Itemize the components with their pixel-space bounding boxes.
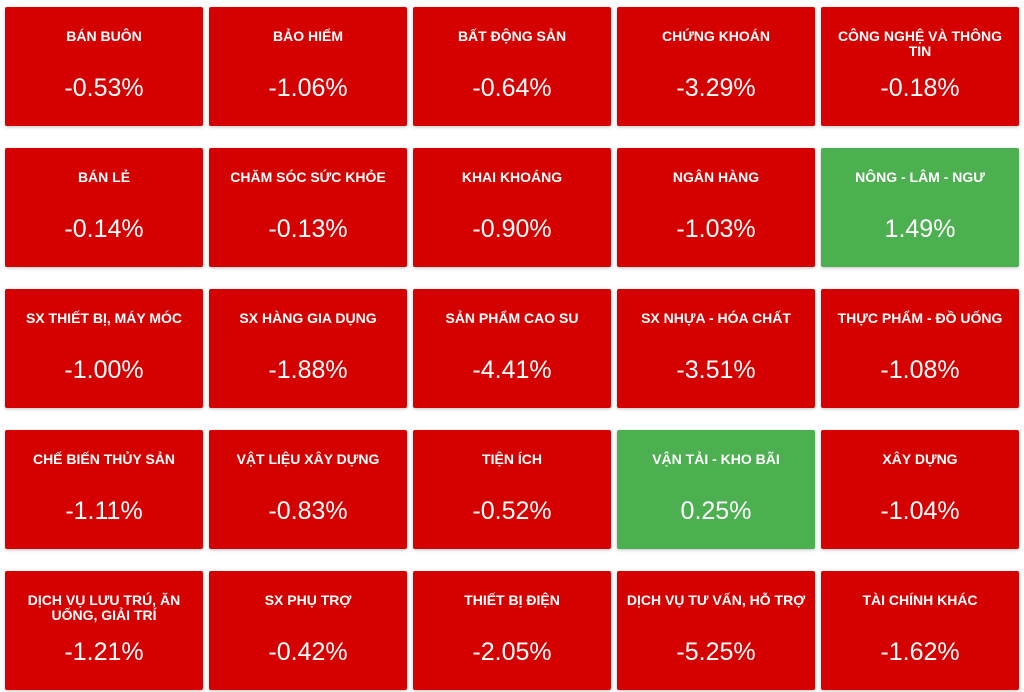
sector-change: -3.29% (676, 74, 756, 102)
sector-change: -3.51% (676, 356, 756, 384)
sector-name: SX THIẾT BỊ, MÁY MÓC (25, 310, 183, 326)
sector-change: -0.14% (64, 215, 144, 243)
sector-tile-ban-buon[interactable]: BÁN BUÔN -0.53% (5, 7, 203, 126)
sector-name: DỊCH VỤ LƯU TRÚ, ĂN UỐNG, GIẢI TRÍ (27, 592, 181, 623)
sector-tile-cham-soc-suc-khoe[interactable]: CHĂM SÓC SỨC KHỎE -0.13% (209, 148, 407, 267)
sector-name: TÀI CHÍNH KHÁC (862, 592, 978, 608)
sector-change: -0.83% (268, 497, 348, 525)
sector-name: THỰC PHẨM - ĐỒ UỐNG (837, 310, 1003, 326)
sector-tile-dich-vu-tu-van[interactable]: DỊCH VỤ TƯ VẤN, HỖ TRỢ -5.25% (617, 571, 815, 690)
sector-change: -0.53% (64, 74, 144, 102)
sector-name: CHĂM SÓC SỨC KHỎE (230, 169, 386, 185)
sector-change: -0.13% (268, 215, 348, 243)
sector-name: NGÂN HÀNG (672, 169, 760, 185)
sector-change: 1.49% (884, 215, 956, 243)
sector-tile-che-bien-thuy-san[interactable]: CHẾ BIẾN THỦY SẢN -1.11% (5, 430, 203, 549)
sector-change: -1.03% (676, 215, 756, 243)
sector-tile-sx-hang-gia-dung[interactable]: SX HÀNG GIA DỤNG -1.88% (209, 289, 407, 408)
sector-name: BÁN BUÔN (66, 28, 142, 44)
sector-name: SX HÀNG GIA DỤNG (239, 310, 377, 326)
sector-tile-sx-phu-tro[interactable]: SX PHỤ TRỢ -0.42% (209, 571, 407, 690)
sector-name: SX PHỤ TRỢ (264, 592, 352, 608)
sector-tile-chung-khoan[interactable]: CHỨNG KHOÁN -3.29% (617, 7, 815, 126)
sector-tile-thuc-pham-do-uong[interactable]: THỰC PHẨM - ĐỒ UỐNG -1.08% (821, 289, 1019, 408)
sector-change: -5.25% (676, 638, 756, 666)
sector-name: SX NHỰA - HÓA CHẤT (641, 310, 791, 326)
sector-name: KHAI KHOÁNG (461, 169, 563, 185)
sector-tile-bao-hiem[interactable]: BẢO HIỂM -1.06% (209, 7, 407, 126)
sector-name: BÁN LẺ (77, 169, 131, 185)
sector-change: -1.06% (268, 74, 348, 102)
sector-name: BẢO HIỂM (273, 28, 343, 44)
sector-name: THIẾT BỊ ĐIỆN (464, 592, 560, 608)
sector-name: TIỆN ÍCH (482, 451, 542, 467)
sector-name: NÔNG - LÂM - NGƯ (855, 169, 985, 185)
sector-tile-vat-lieu-xay-dung[interactable]: VẬT LIỆU XÂY DỰNG -0.83% (209, 430, 407, 549)
sector-change: -0.18% (880, 74, 960, 102)
sector-tile-khai-khoang[interactable]: KHAI KHOÁNG -0.90% (413, 148, 611, 267)
sector-name: CHỨNG KHOÁN (661, 28, 771, 44)
sector-change: -1.88% (268, 356, 348, 384)
sector-change: -2.05% (472, 638, 552, 666)
sector-tile-tien-ich[interactable]: TIỆN ÍCH -0.52% (413, 430, 611, 549)
sector-change: -0.52% (472, 497, 552, 525)
sector-tile-thiet-bi-dien[interactable]: THIẾT BỊ ĐIỆN -2.05% (413, 571, 611, 690)
sector-tile-sx-thiet-bi-may-moc[interactable]: SX THIẾT BỊ, MÁY MÓC -1.00% (5, 289, 203, 408)
sector-change: -1.04% (880, 497, 960, 525)
sector-change: -1.21% (64, 638, 144, 666)
sector-name: CHẾ BIẾN THỦY SẢN (32, 451, 176, 467)
sector-tile-xay-dung[interactable]: XÂY DỰNG -1.04% (821, 430, 1019, 549)
sector-change: -0.42% (268, 638, 348, 666)
sector-change: -1.62% (880, 638, 960, 666)
sector-name: BẤT ĐỘNG SẢN (457, 28, 567, 44)
sector-tile-ban-le[interactable]: BÁN LẺ -0.14% (5, 148, 203, 267)
sector-change: -0.90% (472, 215, 552, 243)
sector-tile-sx-nhua-hoa-chat[interactable]: SX NHỰA - HÓA CHẤT -3.51% (617, 289, 815, 408)
sector-change: -1.11% (65, 497, 143, 525)
sector-tile-cong-nghe-thong-tin[interactable]: CÔNG NGHỆ VÀ THÔNG TIN -0.18% (821, 7, 1019, 126)
sector-name: CÔNG NGHỆ VÀ THÔNG TIN (837, 28, 1003, 59)
sector-change: -0.64% (472, 74, 552, 102)
sector-name: VẬT LIỆU XÂY DỰNG (236, 451, 380, 467)
sector-name: VẬN TẢI - KHO BÃI (652, 451, 780, 467)
sector-change: -1.00% (64, 356, 144, 384)
sector-tile-dich-vu-luu-tru[interactable]: DỊCH VỤ LƯU TRÚ, ĂN UỐNG, GIẢI TRÍ -1.21… (5, 571, 203, 690)
sector-change: 0.25% (680, 497, 752, 525)
sector-tile-san-pham-cao-su[interactable]: SẢN PHẨM CAO SU -4.41% (413, 289, 611, 408)
sector-tile-bat-dong-san[interactable]: BẤT ĐỘNG SẢN -0.64% (413, 7, 611, 126)
sector-name: XÂY DỰNG (882, 451, 958, 467)
sector-change: -4.41% (472, 356, 552, 384)
sector-tile-ngan-hang[interactable]: NGÂN HÀNG -1.03% (617, 148, 815, 267)
sector-change: -1.08% (880, 356, 960, 384)
sector-tile-van-tai-kho-bai[interactable]: VẬN TẢI - KHO BÃI 0.25% (617, 430, 815, 549)
sector-heatmap-grid: BÁN BUÔN -0.53% BẢO HIỂM -1.06% BẤT ĐỘNG… (5, 7, 1019, 690)
sector-tile-tai-chinh-khac[interactable]: TÀI CHÍNH KHÁC -1.62% (821, 571, 1019, 690)
sector-tile-nong-lam-ngu[interactable]: NÔNG - LÂM - NGƯ 1.49% (821, 148, 1019, 267)
sector-name: DỊCH VỤ TƯ VẤN, HỖ TRỢ (626, 592, 806, 608)
sector-name: SẢN PHẨM CAO SU (445, 310, 579, 326)
